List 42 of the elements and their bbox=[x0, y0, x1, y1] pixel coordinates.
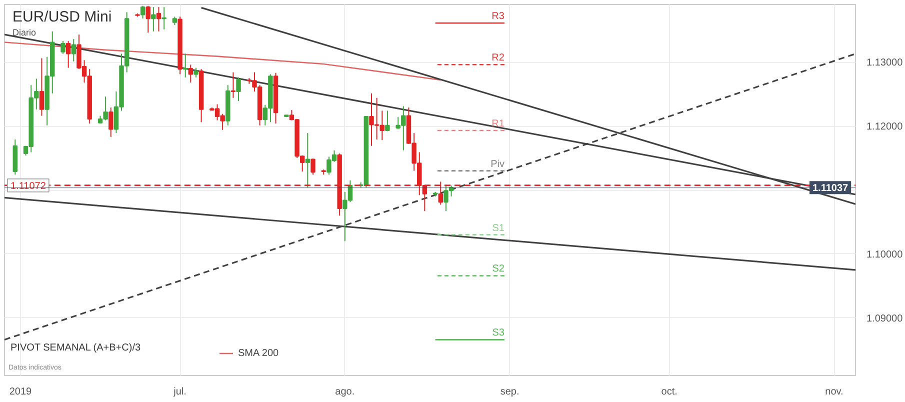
candlestick bbox=[71, 38, 76, 62]
line-series bbox=[4, 42, 442, 81]
series-label: R1 bbox=[492, 118, 505, 130]
x-tick-label: ago. bbox=[335, 386, 355, 398]
series-label: Piv bbox=[490, 158, 504, 170]
y-tick-label: 1.12000 bbox=[866, 122, 904, 133]
ref-line-label: 1.11072 bbox=[10, 180, 46, 192]
candlestick bbox=[39, 58, 44, 116]
annotation: PIVOT SEMANAL (A+B+C)/3 bbox=[10, 342, 141, 354]
chart-title: EUR/USD Mini bbox=[12, 8, 112, 26]
candlestick bbox=[310, 158, 316, 176]
ref-line-label: 1.11037 bbox=[812, 183, 849, 194]
candlestick bbox=[182, 53, 188, 78]
series-label: S2 bbox=[492, 264, 505, 275]
candlestick bbox=[66, 40, 71, 68]
candlestick bbox=[156, 6, 162, 32]
y-tick-label: 1.09000 bbox=[866, 313, 904, 324]
candlestick bbox=[188, 64, 194, 84]
candlestick bbox=[236, 76, 241, 102]
series-label: S1 bbox=[492, 222, 505, 234]
x-tick-label: oct. bbox=[661, 386, 678, 398]
x-tick-label: 2019 bbox=[9, 386, 32, 398]
y-tick-label: 1.13000 bbox=[866, 58, 904, 69]
series-label: R3 bbox=[492, 11, 505, 22]
series-label: S3 bbox=[492, 328, 505, 339]
candlestick bbox=[146, 5, 150, 34]
candlestick bbox=[385, 110, 390, 132]
candlestick bbox=[60, 40, 66, 54]
candlestick bbox=[305, 132, 310, 188]
legend-label: SMA 200 bbox=[238, 348, 279, 358]
y-tick-label: 1.10000 bbox=[866, 249, 904, 260]
candlestick bbox=[151, 6, 156, 32]
candlestick bbox=[194, 67, 198, 78]
candlestick bbox=[108, 106, 114, 138]
candlestick bbox=[140, 5, 146, 20]
x-tick-label: sep. bbox=[500, 386, 520, 398]
series-label: R2 bbox=[492, 52, 505, 64]
x-tick-label: jul. bbox=[172, 386, 186, 398]
candlestick bbox=[162, 6, 166, 30]
x-tick-label: nov. bbox=[825, 386, 844, 398]
text: Diario bbox=[12, 28, 36, 38]
candlestick bbox=[230, 72, 236, 98]
